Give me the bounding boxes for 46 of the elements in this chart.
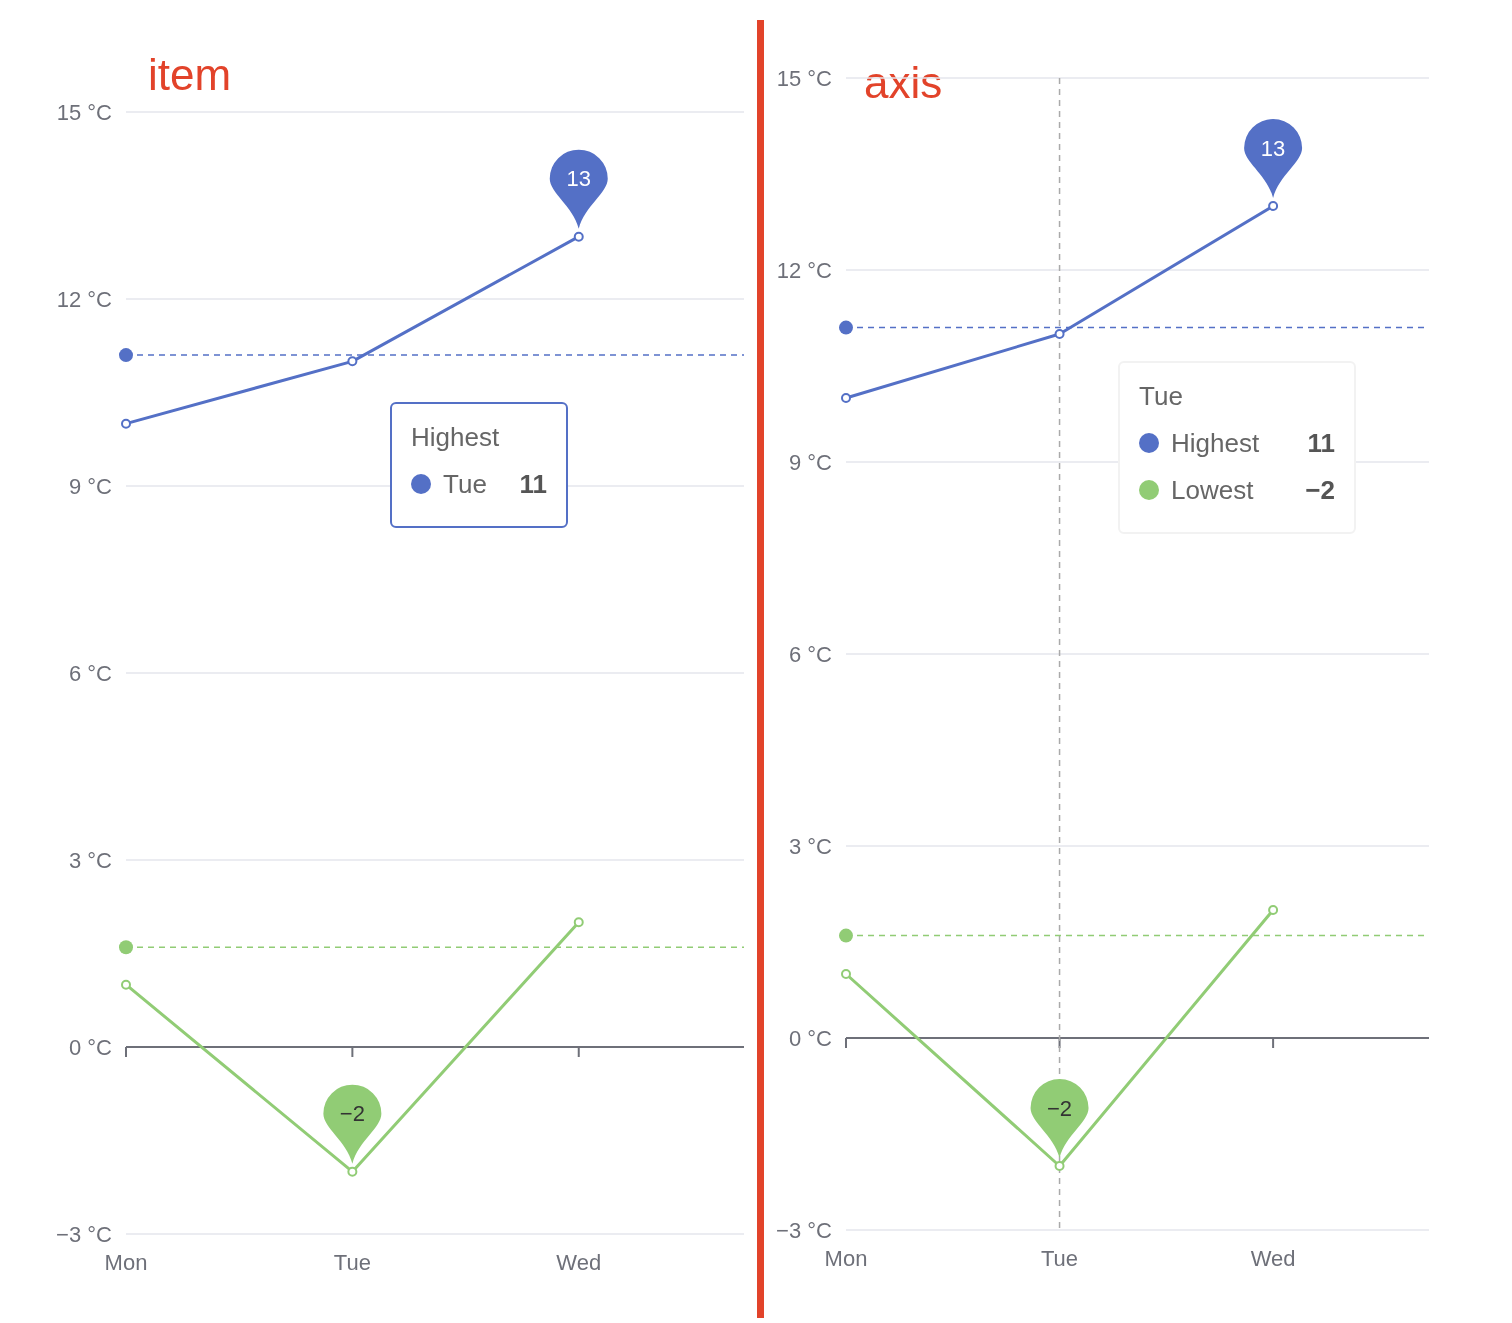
point bbox=[573, 917, 584, 928]
y-tick-label: 15 °C bbox=[776, 65, 833, 91]
x-tick-label: Mon bbox=[824, 1246, 868, 1271]
y-tick-label: −3 °C bbox=[776, 1217, 833, 1243]
annotation: 13 bbox=[1260, 135, 1286, 161]
annotation: −2 bbox=[339, 1101, 365, 1127]
point bbox=[841, 969, 851, 979]
y-tick-label: 15 °C bbox=[56, 99, 113, 125]
x-tick-label: Wed bbox=[1250, 1246, 1296, 1271]
y-tick-label: 9 °C bbox=[68, 473, 113, 499]
chart-title: axis bbox=[864, 58, 943, 107]
point bbox=[1054, 1161, 1065, 1171]
annotation: 11 bbox=[1307, 428, 1335, 459]
point bbox=[121, 418, 131, 429]
point bbox=[347, 1166, 358, 1177]
annotation: −2 bbox=[1305, 475, 1335, 506]
text: Highest bbox=[411, 422, 500, 453]
y-tick-label: 12 °C bbox=[776, 257, 833, 283]
x-tick-label: Mon bbox=[104, 1250, 148, 1275]
annotation: Tue bbox=[1139, 381, 1183, 412]
point bbox=[347, 356, 358, 367]
y-tick-label: 0 °C bbox=[788, 1025, 833, 1051]
annotation: −2 bbox=[1047, 1095, 1073, 1121]
y-tick-label: 9 °C bbox=[788, 449, 833, 475]
annotation: 11 bbox=[519, 469, 547, 500]
chart-title: item bbox=[148, 50, 232, 99]
y-tick-label: 6 °C bbox=[788, 641, 833, 667]
x-tick-label: Wed bbox=[556, 1250, 602, 1275]
y-tick-label: 6 °C bbox=[68, 660, 113, 686]
x-tick-label: Tue bbox=[333, 1250, 371, 1275]
y-tick-label: 3 °C bbox=[788, 833, 833, 859]
point bbox=[121, 979, 131, 990]
point bbox=[573, 231, 584, 242]
y-tick-label: 3 °C bbox=[68, 847, 113, 873]
point bbox=[1268, 201, 1279, 211]
point bbox=[1268, 905, 1279, 915]
y-tick-label: −3 °C bbox=[56, 1221, 113, 1247]
legend-label: Highest bbox=[1171, 428, 1260, 459]
y-tick-label: 0 °C bbox=[68, 1034, 113, 1060]
annotation: 13 bbox=[566, 166, 591, 192]
y-tick-label: 12 °C bbox=[56, 286, 113, 312]
point bbox=[841, 393, 851, 403]
legend-label: Lowest bbox=[1171, 475, 1255, 506]
annotation: Tue bbox=[443, 469, 487, 500]
x-tick-label: Tue bbox=[1041, 1246, 1079, 1271]
point bbox=[1054, 329, 1065, 339]
